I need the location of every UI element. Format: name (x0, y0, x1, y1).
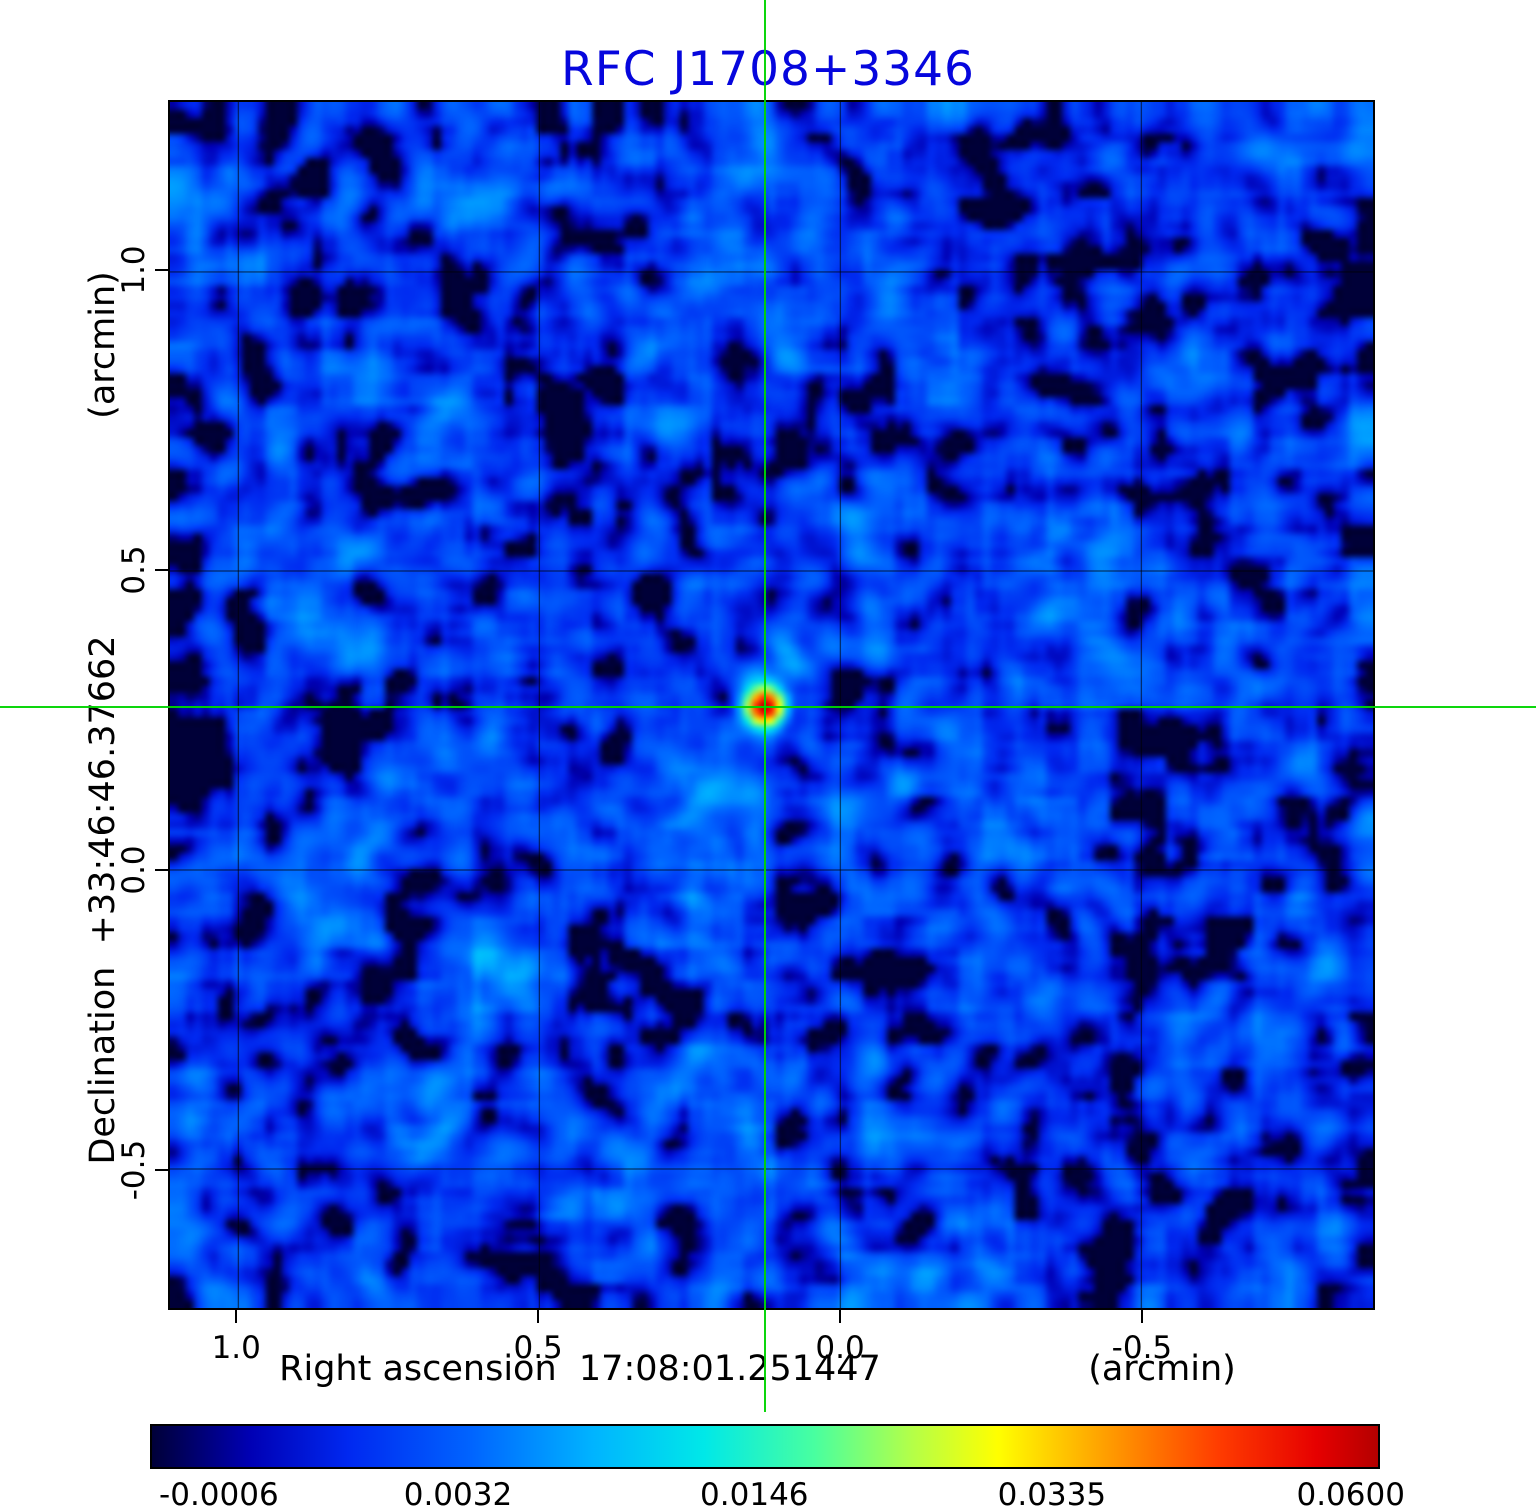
colorbar-tick-label: 0.0146 (700, 1477, 809, 1511)
colorbar-tick-label: 0.0335 (997, 1477, 1107, 1511)
plot-title: RFC J1708+3346 (561, 42, 975, 97)
x-tick-label: -0.5 (1111, 1330, 1173, 1366)
y-tick-mark (155, 568, 168, 571)
x-tick-label: 1.0 (211, 1330, 261, 1366)
y-tick-mark (155, 268, 168, 271)
plot-area (168, 100, 1375, 1310)
y-tick-mark (155, 1169, 168, 1172)
x-tick-mark (537, 1310, 540, 1323)
y-tick-label: -0.5 (116, 1139, 152, 1201)
crosshair-horizontal (0, 705, 1536, 708)
colorbar-tick-label: 0.0032 (403, 1477, 513, 1511)
x-axis-title: Right ascension 17:08:01.251447 (279, 1349, 881, 1389)
colorbar-tick-label: 0.0600 (1296, 1477, 1405, 1511)
y-axis-title: Declination +33:46:46.37662 (83, 635, 123, 1165)
y-tick-label: 0.5 (116, 545, 152, 595)
x-tick-mark (1140, 1310, 1143, 1323)
x-axis-unit: (arcmin) (1088, 1349, 1236, 1389)
colorbar-tick-label: -0.0006 (159, 1477, 279, 1511)
colorbar-gradient (152, 1426, 1378, 1467)
colorbar (150, 1424, 1380, 1469)
sky-image-canvas (170, 102, 1373, 1308)
y-tick-label: 1.0 (116, 245, 152, 295)
y-tick-mark (155, 869, 168, 872)
y-tick-label: 0.0 (116, 845, 152, 895)
x-tick-label: 0.0 (815, 1330, 865, 1366)
x-tick-mark (839, 1310, 842, 1323)
x-tick-mark (235, 1310, 238, 1323)
x-tick-label: 0.5 (513, 1330, 563, 1366)
